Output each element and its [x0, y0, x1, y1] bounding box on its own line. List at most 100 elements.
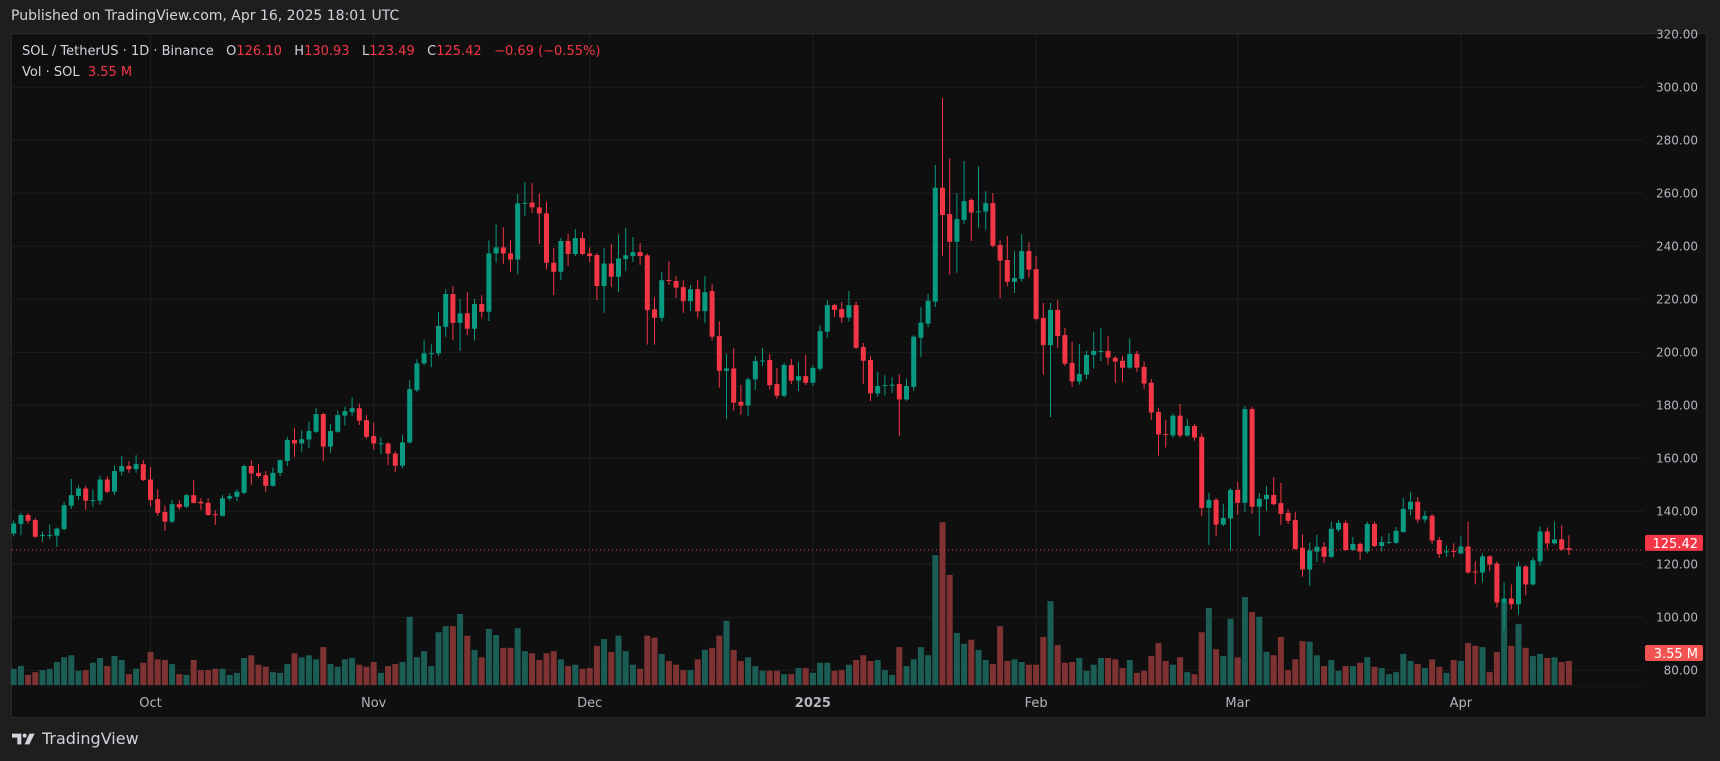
candle[interactable] [1314, 534, 1320, 562]
candle[interactable] [220, 494, 225, 517]
candle[interactable] [68, 478, 74, 509]
chart-pane[interactable] [11, 33, 1707, 718]
candle[interactable] [90, 489, 96, 508]
candle[interactable] [1444, 545, 1449, 557]
candle[interactable] [1307, 542, 1313, 586]
candle[interactable] [1480, 553, 1485, 583]
candle[interactable] [1249, 406, 1255, 514]
candle[interactable] [544, 201, 549, 270]
candle[interactable] [450, 286, 456, 341]
candle[interactable] [839, 301, 845, 323]
candle[interactable] [652, 297, 657, 345]
candle[interactable] [1422, 511, 1428, 523]
candle[interactable] [889, 377, 895, 394]
candle[interactable] [248, 460, 254, 485]
candle[interactable] [1264, 486, 1269, 511]
candle[interactable] [349, 397, 355, 416]
legend-symbol[interactable]: SOL / TetherUS · 1D · Binance [22, 44, 214, 59]
candle[interactable] [637, 243, 643, 265]
candle[interactable] [1177, 403, 1183, 438]
candle[interactable] [875, 371, 881, 397]
candle[interactable] [666, 261, 672, 285]
candle[interactable] [155, 489, 161, 516]
candle[interactable] [313, 408, 319, 434]
candle[interactable] [774, 367, 780, 399]
candle[interactable] [400, 435, 405, 469]
candle[interactable] [1069, 341, 1075, 387]
candle[interactable] [205, 498, 211, 516]
candle[interactable] [1091, 331, 1097, 369]
candle[interactable] [1048, 303, 1053, 417]
candle[interactable] [1458, 536, 1464, 554]
candle[interactable] [176, 500, 182, 510]
candle[interactable] [1019, 234, 1025, 282]
candle[interactable] [1026, 242, 1032, 278]
candle[interactable] [904, 378, 909, 401]
candle[interactable] [385, 442, 391, 466]
candle[interactable] [436, 312, 441, 357]
candle[interactable] [1012, 251, 1017, 293]
candle[interactable] [673, 275, 679, 298]
candle[interactable] [623, 228, 629, 271]
candle[interactable] [104, 476, 110, 494]
candle[interactable] [803, 354, 809, 385]
candle[interactable] [1343, 520, 1349, 552]
candle[interactable] [76, 485, 81, 500]
candle[interactable] [1213, 498, 1219, 537]
candle[interactable] [659, 272, 665, 322]
candle[interactable] [1321, 542, 1327, 563]
candle[interactable] [198, 498, 204, 510]
candle[interactable] [292, 428, 297, 457]
candle[interactable] [1451, 543, 1457, 558]
candle[interactable] [1098, 327, 1104, 362]
candle[interactable] [1357, 542, 1363, 560]
candle[interactable] [1192, 424, 1197, 441]
candle[interactable] [536, 193, 542, 244]
legend-volume-label[interactable]: Vol · SOL [22, 65, 80, 80]
candle[interactable] [1508, 584, 1514, 610]
candle[interactable] [1285, 509, 1291, 525]
candle[interactable] [140, 460, 146, 482]
candle[interactable] [738, 384, 744, 415]
candle[interactable] [169, 500, 175, 523]
candle[interactable] [47, 524, 53, 539]
candle[interactable] [1033, 255, 1039, 321]
candle[interactable] [1084, 350, 1089, 380]
candle[interactable] [306, 421, 312, 448]
candle[interactable] [896, 374, 902, 437]
candle[interactable] [1552, 521, 1557, 545]
candle[interactable] [752, 356, 758, 390]
candle[interactable] [868, 356, 873, 402]
candle[interactable] [241, 464, 247, 495]
candle[interactable] [1256, 493, 1262, 536]
candle[interactable] [1436, 537, 1442, 558]
candle[interactable] [968, 198, 974, 241]
candle[interactable] [32, 517, 38, 538]
candle[interactable] [1220, 503, 1226, 527]
candle[interactable] [97, 475, 103, 505]
candle[interactable] [1501, 582, 1507, 630]
candle[interactable] [162, 505, 168, 531]
candle[interactable] [464, 292, 470, 336]
candle[interactable] [817, 325, 823, 371]
candle[interactable] [493, 224, 499, 263]
candle[interactable] [608, 243, 614, 287]
candle[interactable] [234, 489, 240, 502]
candle[interactable] [364, 415, 369, 439]
candle[interactable] [112, 465, 117, 495]
candle[interactable] [846, 291, 852, 322]
candle[interactable] [472, 299, 477, 341]
candle[interactable] [270, 467, 276, 487]
candle[interactable] [911, 335, 917, 391]
candle[interactable] [551, 248, 557, 296]
candle[interactable] [601, 248, 607, 313]
candle[interactable] [284, 436, 290, 466]
candle[interactable] [371, 422, 377, 450]
candle[interactable] [256, 464, 261, 478]
candle[interactable] [1199, 433, 1205, 517]
candle[interactable] [11, 520, 17, 537]
candle[interactable] [1148, 379, 1154, 420]
candle[interactable] [1156, 407, 1161, 456]
candle[interactable] [263, 471, 269, 492]
candle[interactable] [392, 451, 398, 472]
